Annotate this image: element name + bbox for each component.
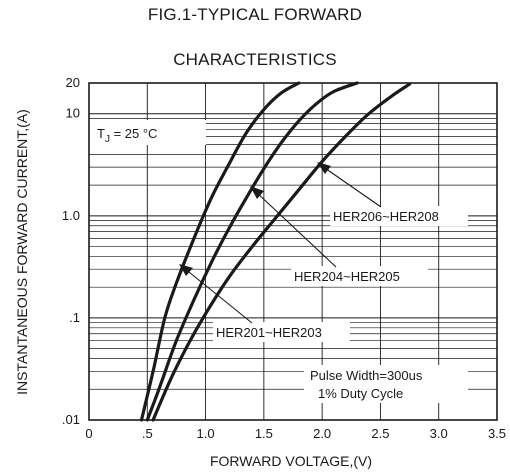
- series-label-2-background: [291, 266, 428, 286]
- leader-line-her201: [183, 267, 253, 324]
- pulse-width-label: Pulse Width=300us: [310, 368, 423, 383]
- series-label-3-background: [330, 206, 468, 226]
- y-tick-label-2: 1.0: [62, 208, 80, 223]
- tj-label-suffix: = 25 °C: [110, 126, 157, 141]
- duty-cycle-label: 1% Duty Cycle: [318, 386, 403, 401]
- x-tick-label-0: 0: [85, 426, 92, 441]
- annotations: TJ = 25 °C HER206~HER208 HER204~HER205 H…: [89, 120, 468, 403]
- x-tick-label-5: 2.5: [371, 426, 389, 441]
- tj-label-background: [89, 120, 206, 145]
- chart-title-line-1: FIG.1-TYPICAL FORWARD: [147, 5, 363, 24]
- x-tick-label-7: 3.5: [488, 426, 506, 441]
- series-curve-3: [151, 82, 412, 422]
- leader-line-her206: [321, 165, 382, 208]
- x-tick-label-4: 2.0: [313, 426, 331, 441]
- series-curves: [139, 81, 412, 422]
- series-label-her204: HER204~HER205: [294, 269, 400, 284]
- tick-labels: 0 .5 1.0 1.5 2.0 2.5 3.0 3.5 .01 .1 1.0 10 20: [62, 75, 506, 441]
- leader-line-her204: [254, 190, 337, 268]
- series-curve-2: [145, 81, 359, 422]
- y-tick-label-0: .01: [62, 412, 80, 427]
- x-tick-label-3: 1.5: [255, 426, 273, 441]
- x-tick-label-2: 1.0: [197, 426, 215, 441]
- arrow-head-her204: [250, 186, 264, 199]
- pulse-width-background: [304, 365, 468, 403]
- y-tick-label-3: 10: [66, 106, 80, 121]
- tj-label: TJ = 25 °C: [97, 126, 157, 145]
- y-tick-label-1: .1: [69, 310, 80, 325]
- y-axis-label: INSTANTANEOUS FORWARD CURRENT,(A): [14, 109, 30, 395]
- series-curve-1: [139, 81, 301, 422]
- series-label-1-background: [213, 322, 350, 342]
- y-tick-label-4: 20: [66, 75, 80, 90]
- x-axis-label: FORWARD VOLTAGE,(V): [210, 453, 372, 469]
- arrow-head-her201: [179, 264, 193, 276]
- series-label-her201: HER201~HER203: [216, 325, 322, 340]
- arrow-head-her206: [317, 162, 331, 174]
- tj-label-subscript: J: [105, 134, 110, 145]
- plot-frame: [88, 82, 498, 421]
- chart-title-line-2: CHARACTERISTICS: [173, 50, 337, 69]
- x-tick-label-1: .5: [142, 426, 153, 441]
- series-label-her206: HER206~HER208: [333, 209, 439, 224]
- x-tick-label-6: 3.0: [430, 426, 448, 441]
- tj-label-prefix: T: [97, 126, 105, 141]
